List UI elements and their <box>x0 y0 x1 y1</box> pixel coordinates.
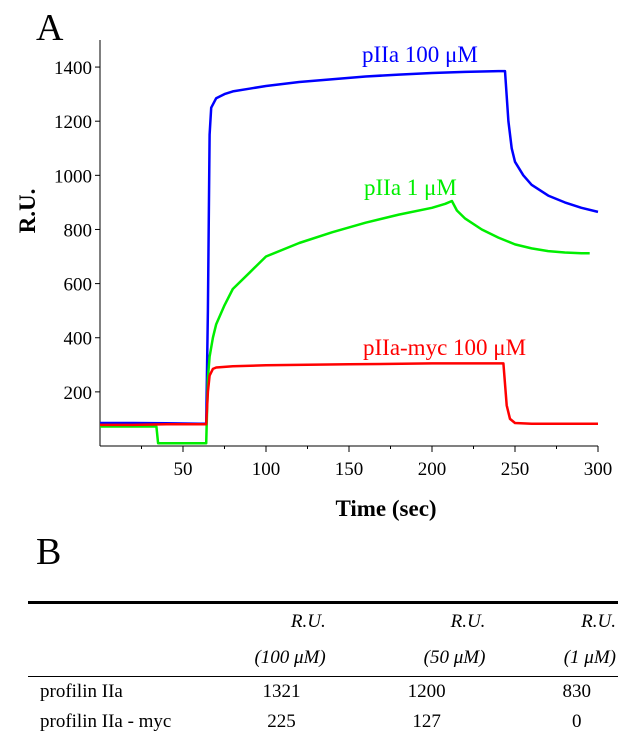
x-tick-label: 200 <box>418 459 447 480</box>
table-header-cell: R.U. <box>197 601 328 640</box>
x-tick-label: 150 <box>335 459 364 480</box>
y-tick-label: 1000 <box>54 166 92 187</box>
y-axis-title: R.U. <box>15 189 40 234</box>
table-header-cell: (1 μM) <box>487 640 618 677</box>
y-tick-label: 1200 <box>54 112 92 133</box>
table-header-row-1: R.U. R.U. R.U. <box>28 601 618 640</box>
panel-b-letter: B <box>36 531 62 573</box>
panel-a-letter: A <box>36 7 64 49</box>
y-tick-label: 400 <box>64 329 93 350</box>
series-line-2 <box>100 199 590 445</box>
table-row-label: profilin IIa <box>40 681 123 702</box>
plot-area: 50 100 150 200 250 300 200 400 600 800 1000 1200 140… <box>54 40 612 480</box>
table-cell: 1321 <box>262 681 301 702</box>
table-cell: 225 <box>267 711 296 732</box>
table-header-cell: R.U. <box>327 601 488 640</box>
y-tick-label: 200 <box>64 383 93 404</box>
table-header-cell: (100 μM) <box>197 640 328 677</box>
results-table: R.U. R.U. R.U. (100 μM) (50 μM) (1 μM) p… <box>28 601 618 737</box>
series-label-3: pIIa-myc 100 μM <box>363 335 526 360</box>
table-header-row-2: (100 μM) (50 μM) (1 μM) <box>28 640 618 677</box>
table-cell: 127 <box>412 711 441 732</box>
table-cell: 0 <box>571 711 582 732</box>
series-line-1 <box>100 69 599 426</box>
table-cell: 830 <box>562 681 591 702</box>
series-label-1: pIIa 100 μM <box>362 42 478 67</box>
table-header-cell: R.U. <box>487 601 618 640</box>
binding-chart: A 50 100 150 200 250 300 200 400 600 800 1000 1200 1… <box>15 7 612 521</box>
x-tick-label: 300 <box>584 459 613 480</box>
x-tick-label: 100 <box>252 459 281 480</box>
table-row: profilin IIa - myc 225 127 0 <box>28 707 618 737</box>
y-tick-label: 800 <box>64 220 93 241</box>
table-row: profilin IIa 1321 1200 830 <box>28 677 618 708</box>
series-line-3 <box>100 362 598 427</box>
series-label-2: pIIa 1 μM <box>364 175 457 200</box>
table-header-cell <box>28 601 198 640</box>
x-tick-label: 50 <box>174 459 193 480</box>
table-header-cell <box>28 640 198 677</box>
x-tick-label: 250 <box>501 459 530 480</box>
y-tick-label: 1400 <box>54 58 92 79</box>
table-header-cell: (50 μM) <box>327 640 488 677</box>
x-axis-title: Time (sec) <box>335 496 436 521</box>
y-tick-label: 600 <box>64 275 93 296</box>
table-row-label: profilin IIa - myc <box>40 711 172 732</box>
table-cell: 1200 <box>407 681 446 702</box>
